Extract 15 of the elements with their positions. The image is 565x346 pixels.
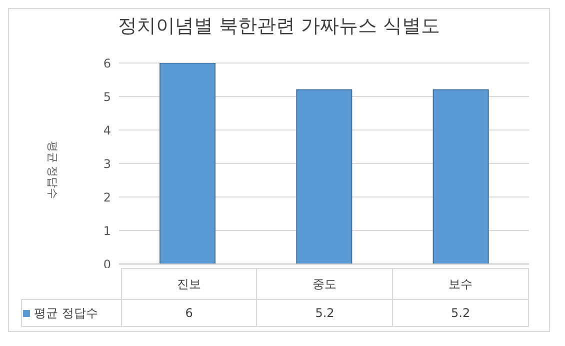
x-tick-label: 진보 <box>121 268 257 300</box>
y-tick-label: 5 <box>103 90 111 104</box>
y-tick-label: 4 <box>103 123 111 138</box>
data-label: 5.2 <box>392 300 528 326</box>
chart-title: 정치이념별 북한관련 가짜뉴스 식별도 <box>116 14 442 39</box>
y-tick-label: 6 <box>103 56 111 70</box>
data-label: 6 <box>121 300 257 326</box>
y-tick-label: 3 <box>103 156 111 171</box>
y-tick-label: 1 <box>103 224 111 238</box>
x-tick-label: 중도 <box>256 268 393 300</box>
data-label: 5.2 <box>256 300 393 326</box>
y-tick-label: 2 <box>103 190 111 204</box>
y-axis-title: 평균 정답수 <box>45 140 59 202</box>
legend-label: 평균 정답수 <box>22 300 122 326</box>
x-tick-label: 보수 <box>392 268 528 300</box>
